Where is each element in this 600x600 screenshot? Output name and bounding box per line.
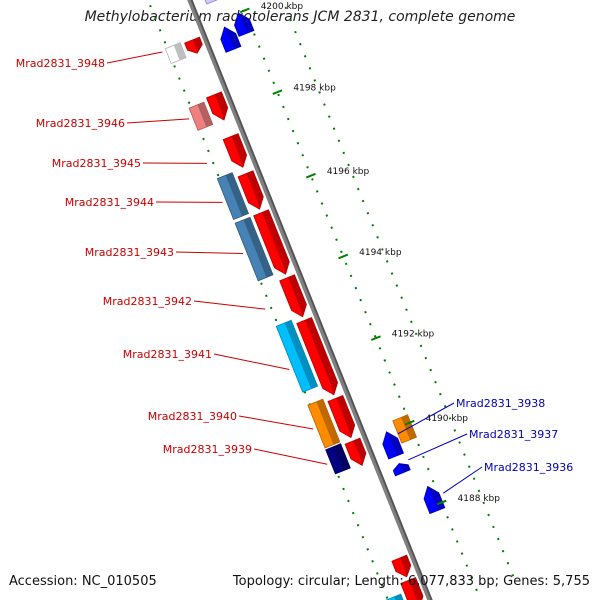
svg-text:Mrad2831_3939: Mrad2831_3939 bbox=[163, 443, 252, 456]
backbone-layer bbox=[187, 0, 433, 600]
gene-label-mrad2831_3941[interactable]: Mrad2831_3941 bbox=[123, 348, 290, 371]
gene-box-3941[interactable] bbox=[275, 319, 319, 393]
svg-text:Mrad2831_3941: Mrad2831_3941 bbox=[123, 348, 212, 361]
genome-summary-text: Topology: circular; Length: 6,077,833 bp… bbox=[232, 574, 590, 589]
gene-label-mrad2831_3939[interactable]: Mrad2831_3939 bbox=[163, 443, 328, 465]
gene-3946[interactable] bbox=[205, 91, 229, 121]
gene-box-3938[interactable] bbox=[392, 414, 418, 444]
gene-rev-top-b[interactable] bbox=[234, 12, 255, 37]
svg-text:Mrad2831_3937: Mrad2831_3937 bbox=[469, 428, 558, 441]
scale-tick bbox=[338, 253, 349, 260]
scale-tick-label: 4192 kbp bbox=[392, 330, 435, 340]
gene-3940[interactable] bbox=[327, 394, 356, 439]
gene-box-top[interactable] bbox=[164, 42, 187, 65]
gene-label-mrad2831_3937[interactable]: Mrad2831_3937 bbox=[408, 428, 558, 461]
gene-labels-layer: Mrad2831_3948 Mrad2831_3946 Mrad2831_3945 M… bbox=[16, 51, 573, 494]
gene-3943[interactable] bbox=[253, 209, 290, 275]
gene-label-mrad2831_3944[interactable]: Mrad2831_3944 bbox=[65, 196, 223, 209]
scale-tick bbox=[305, 172, 316, 179]
accession-text: Accession: NC_010505 bbox=[9, 574, 157, 589]
genes-layer bbox=[164, 0, 446, 600]
gene-label-mrad2831_3943[interactable]: Mrad2831_3943 bbox=[85, 246, 243, 259]
gene-3944[interactable] bbox=[237, 170, 264, 210]
scale-tick-label: 4198 kbp bbox=[293, 84, 336, 94]
gene-3941[interactable] bbox=[296, 316, 339, 396]
gene-box-3943[interactable] bbox=[234, 216, 274, 282]
gene-3942[interactable] bbox=[279, 274, 307, 318]
svg-text:Mrad2831_3944: Mrad2831_3944 bbox=[65, 196, 154, 209]
svg-text:Mrad2831_3943: Mrad2831_3943 bbox=[85, 246, 174, 259]
gene-label-mrad2831_3945[interactable]: Mrad2831_3945 bbox=[52, 157, 207, 170]
gene-box-3940[interactable] bbox=[307, 398, 341, 449]
svg-text:Mrad2831_3942: Mrad2831_3942 bbox=[103, 295, 192, 308]
scale-tick-label: 4200 kbp bbox=[261, 2, 304, 12]
gene-next-a[interactable] bbox=[391, 554, 412, 578]
svg-text:Mrad2831_3945: Mrad2831_3945 bbox=[52, 157, 141, 170]
gene-3937[interactable] bbox=[392, 463, 411, 477]
gene-3939b[interactable] bbox=[344, 437, 367, 466]
scale-tick bbox=[436, 499, 447, 506]
gene-box-3939[interactable] bbox=[325, 443, 351, 475]
gene-next-b[interactable] bbox=[400, 576, 424, 600]
gene-box-bottom[interactable] bbox=[385, 593, 408, 600]
backbone-highlight bbox=[187, 0, 431, 600]
scale-tick bbox=[370, 335, 381, 341]
gene-3938[interactable] bbox=[382, 431, 405, 460]
scale-tick bbox=[404, 419, 415, 426]
svg-text:Mrad2831_3940: Mrad2831_3940 bbox=[148, 410, 237, 423]
svg-text:Mrad2831_3938: Mrad2831_3938 bbox=[456, 397, 545, 410]
gene-3936[interactable] bbox=[423, 485, 446, 515]
gene-rev-faded[interactable] bbox=[203, 0, 221, 5]
scale-tick-label: 4196 kbp bbox=[327, 167, 370, 177]
ticks-layer: 4200 kbp 4198 kbp 4196 kbp 4194 kbp 4192 kbp… bbox=[239, 2, 501, 506]
scale-tick-label: 4188 kbp bbox=[458, 494, 501, 504]
map-title: Methylobacterium radiotolerans JCM 2831,… bbox=[84, 9, 516, 25]
gene-box-3944[interactable] bbox=[216, 172, 250, 221]
scale-tick-label: 4194 kbp bbox=[359, 248, 402, 258]
gene-label-mrad2831_3942[interactable]: Mrad2831_3942 bbox=[103, 295, 266, 310]
svg-text:Mrad2831_3946: Mrad2831_3946 bbox=[36, 117, 125, 130]
gene-rev-top-a[interactable] bbox=[220, 26, 242, 53]
gene-3945[interactable] bbox=[222, 133, 248, 168]
gene-box-3946[interactable] bbox=[188, 101, 214, 131]
gene-label-mrad2831_3938[interactable]: Mrad2831_3938 bbox=[397, 397, 545, 435]
scale-tick-label: 4190 kbp bbox=[426, 414, 469, 424]
gene-label-mrad2831_3936[interactable]: Mrad2831_3936 bbox=[443, 461, 573, 494]
scale-tick bbox=[239, 7, 250, 14]
gene-3948[interactable] bbox=[184, 36, 203, 54]
gene-label-mrad2831_3948[interactable]: Mrad2831_3948 bbox=[16, 51, 163, 70]
svg-text:Mrad2831_3948: Mrad2831_3948 bbox=[16, 57, 105, 70]
scale-tick bbox=[272, 89, 283, 95]
svg-text:Mrad2831_3936: Mrad2831_3936 bbox=[484, 461, 573, 474]
gene-label-mrad2831_3940[interactable]: Mrad2831_3940 bbox=[148, 410, 314, 430]
gene-label-mrad2831_3946[interactable]: Mrad2831_3946 bbox=[36, 117, 190, 130]
